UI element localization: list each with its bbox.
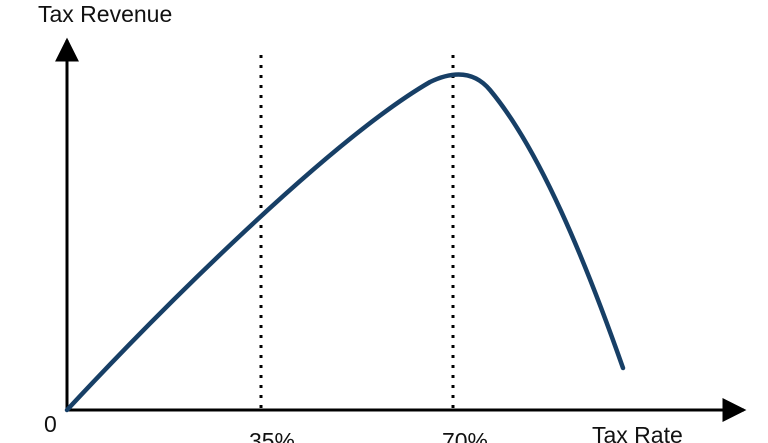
laffer-curve	[64, 72, 626, 413]
marker-label: 70%	[442, 428, 488, 443]
y-axis-label: Tax Revenue	[38, 1, 172, 27]
x-axis-label: Tax Rate	[592, 422, 683, 443]
marker-label: 35%	[249, 428, 295, 443]
origin-label: 0	[44, 411, 57, 437]
